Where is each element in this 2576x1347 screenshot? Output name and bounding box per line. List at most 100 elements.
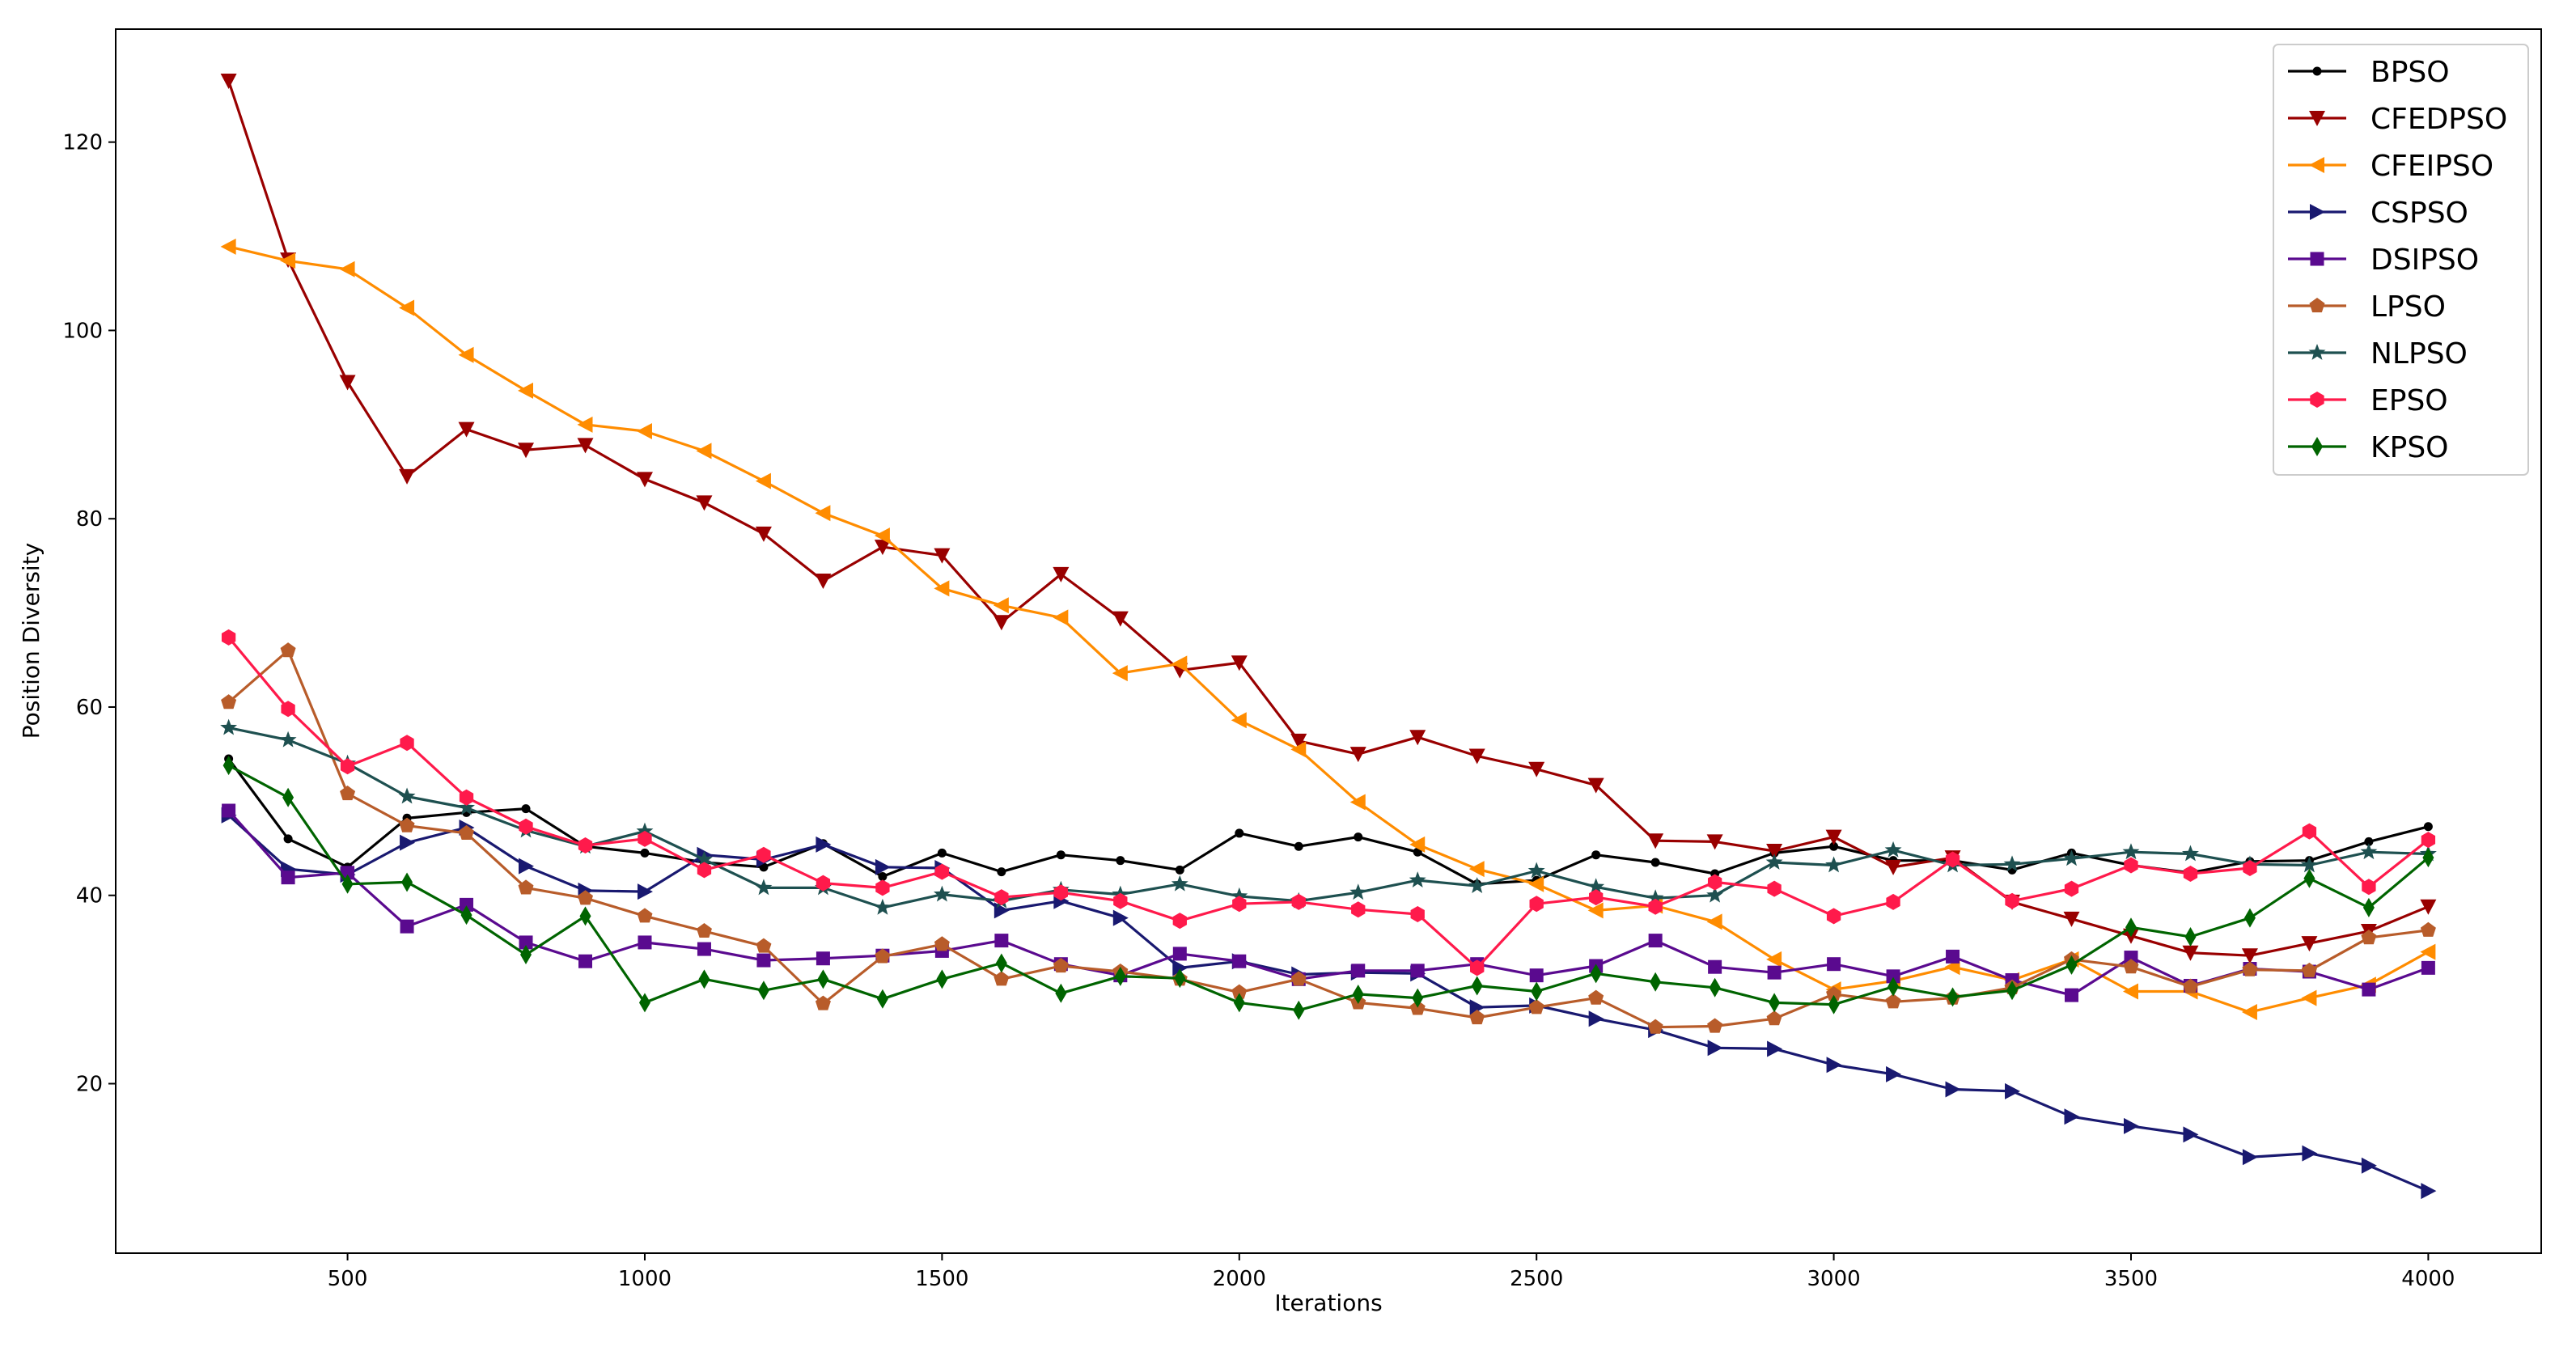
data-point-epso	[1470, 959, 1485, 976]
data-point-lpso	[1826, 985, 1842, 1002]
data-point-dsipso	[638, 935, 652, 950]
data-point-epso	[1826, 908, 1841, 925]
data-point-cspso	[1767, 1040, 1783, 1057]
data-point-cspso	[1826, 1057, 1842, 1074]
data-point-cfeipso	[934, 580, 950, 597]
data-point-epso	[1707, 874, 1722, 891]
series-kpso	[222, 756, 2434, 1020]
data-point-cfeipso	[815, 505, 831, 522]
data-point-nlpso	[1468, 877, 1486, 893]
data-point-kpso	[2362, 897, 2375, 917]
data-point-bpso	[1829, 841, 1839, 851]
data-point-epso	[1172, 913, 1187, 930]
data-point-cfedpso	[815, 574, 832, 590]
data-point-lpso	[1231, 984, 1248, 999]
data-point-cfeipso	[1468, 861, 1485, 878]
data-point-cspso	[875, 858, 891, 875]
data-point-kpso	[876, 989, 888, 1009]
data-point-nlpso	[1171, 875, 1188, 892]
x-tick-label: 2000	[1213, 1267, 1266, 1291]
data-point-cfeipso	[1112, 665, 1128, 682]
data-point-kpso	[1293, 1000, 1305, 1020]
data-point-kpso	[2184, 926, 2197, 947]
data-point-cfedpso	[2182, 945, 2199, 961]
data-point-nlpso	[220, 718, 238, 735]
data-point-lpso	[2420, 921, 2436, 937]
data-point-bpso	[878, 871, 888, 881]
data-point-dsipso	[1827, 957, 1841, 972]
data-point-kpso	[282, 787, 294, 807]
data-point-lpso	[875, 948, 891, 964]
data-point-cspso	[2302, 1145, 2318, 1162]
legend-box	[2273, 44, 2529, 476]
data-point-epso	[519, 818, 533, 835]
y-axis-label: Position Diversity	[18, 543, 44, 739]
legend-marker	[2310, 392, 2324, 408]
data-point-nlpso	[1587, 878, 1605, 895]
data-point-epso	[2362, 879, 2376, 896]
data-point-lpso	[1647, 1019, 1663, 1034]
data-point-nlpso	[1527, 862, 1545, 879]
data-point-nlpso	[755, 879, 773, 896]
data-point-dsipso	[1648, 934, 1663, 948]
data-point-lpso	[2123, 959, 2139, 974]
data-point-cspso	[519, 858, 535, 875]
data-point-cfeipso	[1231, 712, 1247, 729]
data-point-lpso	[221, 694, 237, 710]
data-point-cfeipso	[993, 597, 1009, 614]
data-point-kpso	[1888, 976, 1900, 997]
data-point-lpso	[934, 936, 950, 951]
data-point-bpso	[1116, 856, 1125, 866]
data-point-dsipso	[1232, 954, 1247, 968]
x-tick-label: 4000	[2401, 1267, 2455, 1291]
data-point-cfeipso	[2122, 983, 2138, 1000]
data-point-kpso	[1650, 972, 1662, 992]
data-point-cspso	[1886, 1065, 1902, 1082]
data-point-epso	[1529, 896, 1544, 913]
data-point-epso	[2302, 823, 2317, 840]
data-point-kpso	[1352, 984, 1364, 1004]
data-point-epso	[2005, 892, 2019, 909]
data-point-nlpso	[1646, 889, 1664, 906]
series-epso	[221, 629, 2436, 976]
data-point-cfedpso	[577, 438, 594, 454]
data-point-bpso	[283, 834, 293, 844]
data-point-nlpso	[1765, 854, 1783, 870]
data-point-cfedpso	[2301, 936, 2318, 952]
data-point-dsipso	[578, 954, 592, 968]
legend-item-nlpso: NLPSO	[2288, 337, 2468, 371]
x-tick-label: 1500	[915, 1267, 968, 1291]
data-point-lpso	[2242, 961, 2258, 976]
data-point-dsipso	[519, 935, 533, 950]
data-point-cfedpso	[518, 443, 535, 459]
data-point-epso	[1291, 893, 1306, 910]
data-point-lpso	[459, 824, 475, 841]
data-point-dsipso	[1708, 959, 1722, 974]
y-axis-ticks: 20 40 60 80 100 120	[62, 131, 116, 1097]
data-point-dsipso	[994, 934, 1009, 948]
x-tick-label: 3000	[1807, 1267, 1860, 1291]
data-point-cspso	[1588, 1010, 1604, 1027]
data-point-kpso	[1590, 964, 1602, 984]
series-line-cfedpso	[227, 80, 2430, 957]
data-point-cfedpso	[1528, 761, 1545, 777]
data-point-lpso	[1053, 958, 1069, 973]
data-point-lpso	[340, 786, 356, 801]
data-point-bpso	[1650, 858, 1660, 867]
data-point-bpso	[1175, 865, 1184, 875]
data-point-kpso	[757, 981, 769, 1001]
data-point-cfeipso	[2241, 1004, 2257, 1021]
data-point-kpso	[1709, 977, 1721, 998]
data-point-dsipso	[2124, 951, 2138, 965]
data-point-cspso	[2064, 1108, 2080, 1125]
data-point-lpso	[2301, 962, 2317, 977]
data-point-epso	[459, 789, 474, 806]
data-point-cfeipso	[755, 472, 771, 489]
data-point-kpso	[1947, 987, 1959, 1007]
data-point-epso	[221, 629, 236, 646]
data-point-kpso	[2303, 868, 2315, 888]
legend-marker	[2309, 157, 2324, 173]
data-point-lpso	[2361, 930, 2377, 945]
data-point-epso	[638, 830, 652, 847]
